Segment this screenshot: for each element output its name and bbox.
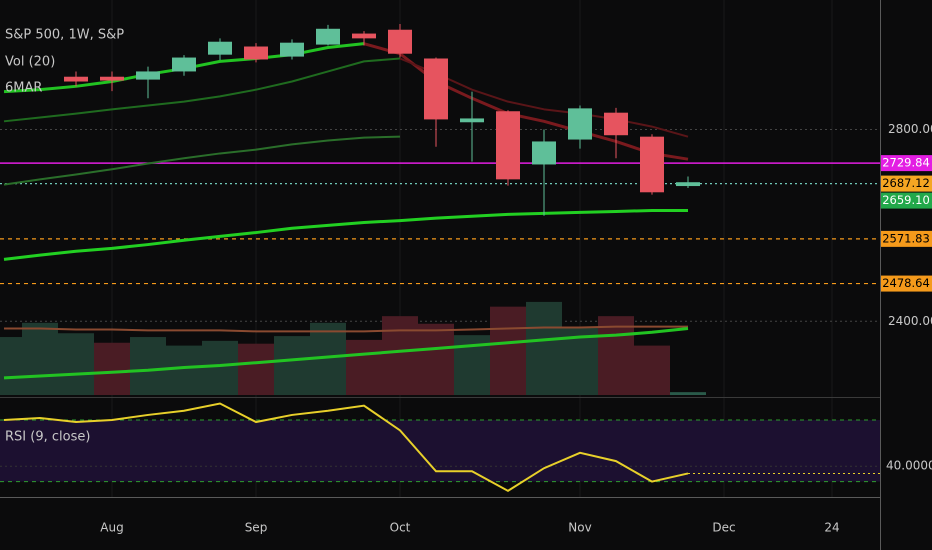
candle-body (316, 28, 340, 45)
y-tick-label: 2800.00 (888, 122, 932, 136)
moving-average-line (3, 209, 688, 261)
candle-body (568, 108, 592, 140)
candle-body (244, 46, 268, 60)
volume-bar (58, 333, 94, 395)
candle-body (604, 112, 628, 136)
candle-body (208, 41, 232, 55)
x-tick-label: Aug (100, 521, 123, 535)
candle-body (460, 118, 484, 123)
price-label: 2687.12 (882, 176, 930, 190)
candle-body (424, 58, 448, 120)
volume-bar (238, 343, 274, 395)
candle-body (64, 76, 88, 82)
volume-bar (598, 316, 634, 395)
x-tick-label: Sep (245, 521, 268, 535)
volume-bar (382, 316, 418, 395)
volume-bar (22, 322, 58, 395)
x-tick-label: Dec (712, 521, 735, 535)
moving-average-line (3, 57, 401, 123)
price-label-box (881, 275, 932, 292)
volume-bar (526, 301, 562, 395)
volume-average-line (3, 327, 689, 380)
volume-average-line (4, 325, 688, 333)
indicator-label: 6MAR (5, 81, 42, 96)
moving-average-line (3, 135, 401, 186)
moving-average-line (363, 42, 689, 161)
candle-body (388, 29, 412, 54)
chart-title: S&P 500, 1W, S&P (5, 28, 124, 43)
rsi-band (0, 420, 880, 482)
candle-body (100, 76, 124, 81)
candle-body (676, 182, 700, 187)
volume-bar (670, 392, 706, 395)
candle-body (496, 111, 520, 180)
x-tick-label: 24 (824, 521, 839, 535)
volume-bar (0, 337, 22, 395)
rsi-label: RSI (9, close) (5, 430, 90, 445)
volume-bar (418, 323, 454, 395)
y-tick-label: 2400.00 (888, 314, 932, 328)
candle-body (532, 141, 556, 165)
volume-bar (94, 342, 130, 395)
rsi-tick-label: 40.0000 (886, 459, 932, 473)
volume-bar (166, 345, 202, 395)
price-label: 2571.83 (882, 231, 930, 245)
price-label-box (881, 155, 932, 172)
volume-bar (130, 337, 166, 395)
candle-body (640, 136, 664, 193)
x-tick-label: Nov (568, 521, 591, 535)
candle-body (280, 42, 304, 57)
volume-label: Vol (20) (5, 55, 55, 70)
candle-body (136, 71, 160, 80)
candle-body (352, 33, 376, 39)
rsi-line (3, 402, 689, 492)
price-label: 2478.64 (882, 276, 930, 290)
volume-bar (490, 306, 526, 395)
price-label-box (881, 230, 932, 247)
volume-bar (634, 345, 670, 395)
price-label-box (881, 175, 932, 192)
price-label: 2729.84 (882, 156, 930, 170)
x-tick-label: Oct (390, 521, 411, 535)
price-label-box (881, 192, 932, 209)
volume-bar (346, 339, 382, 395)
candle-body (172, 57, 196, 72)
volume-bar (274, 336, 310, 395)
price-label: 2659.10 (882, 193, 930, 207)
volume-bar (202, 340, 238, 395)
